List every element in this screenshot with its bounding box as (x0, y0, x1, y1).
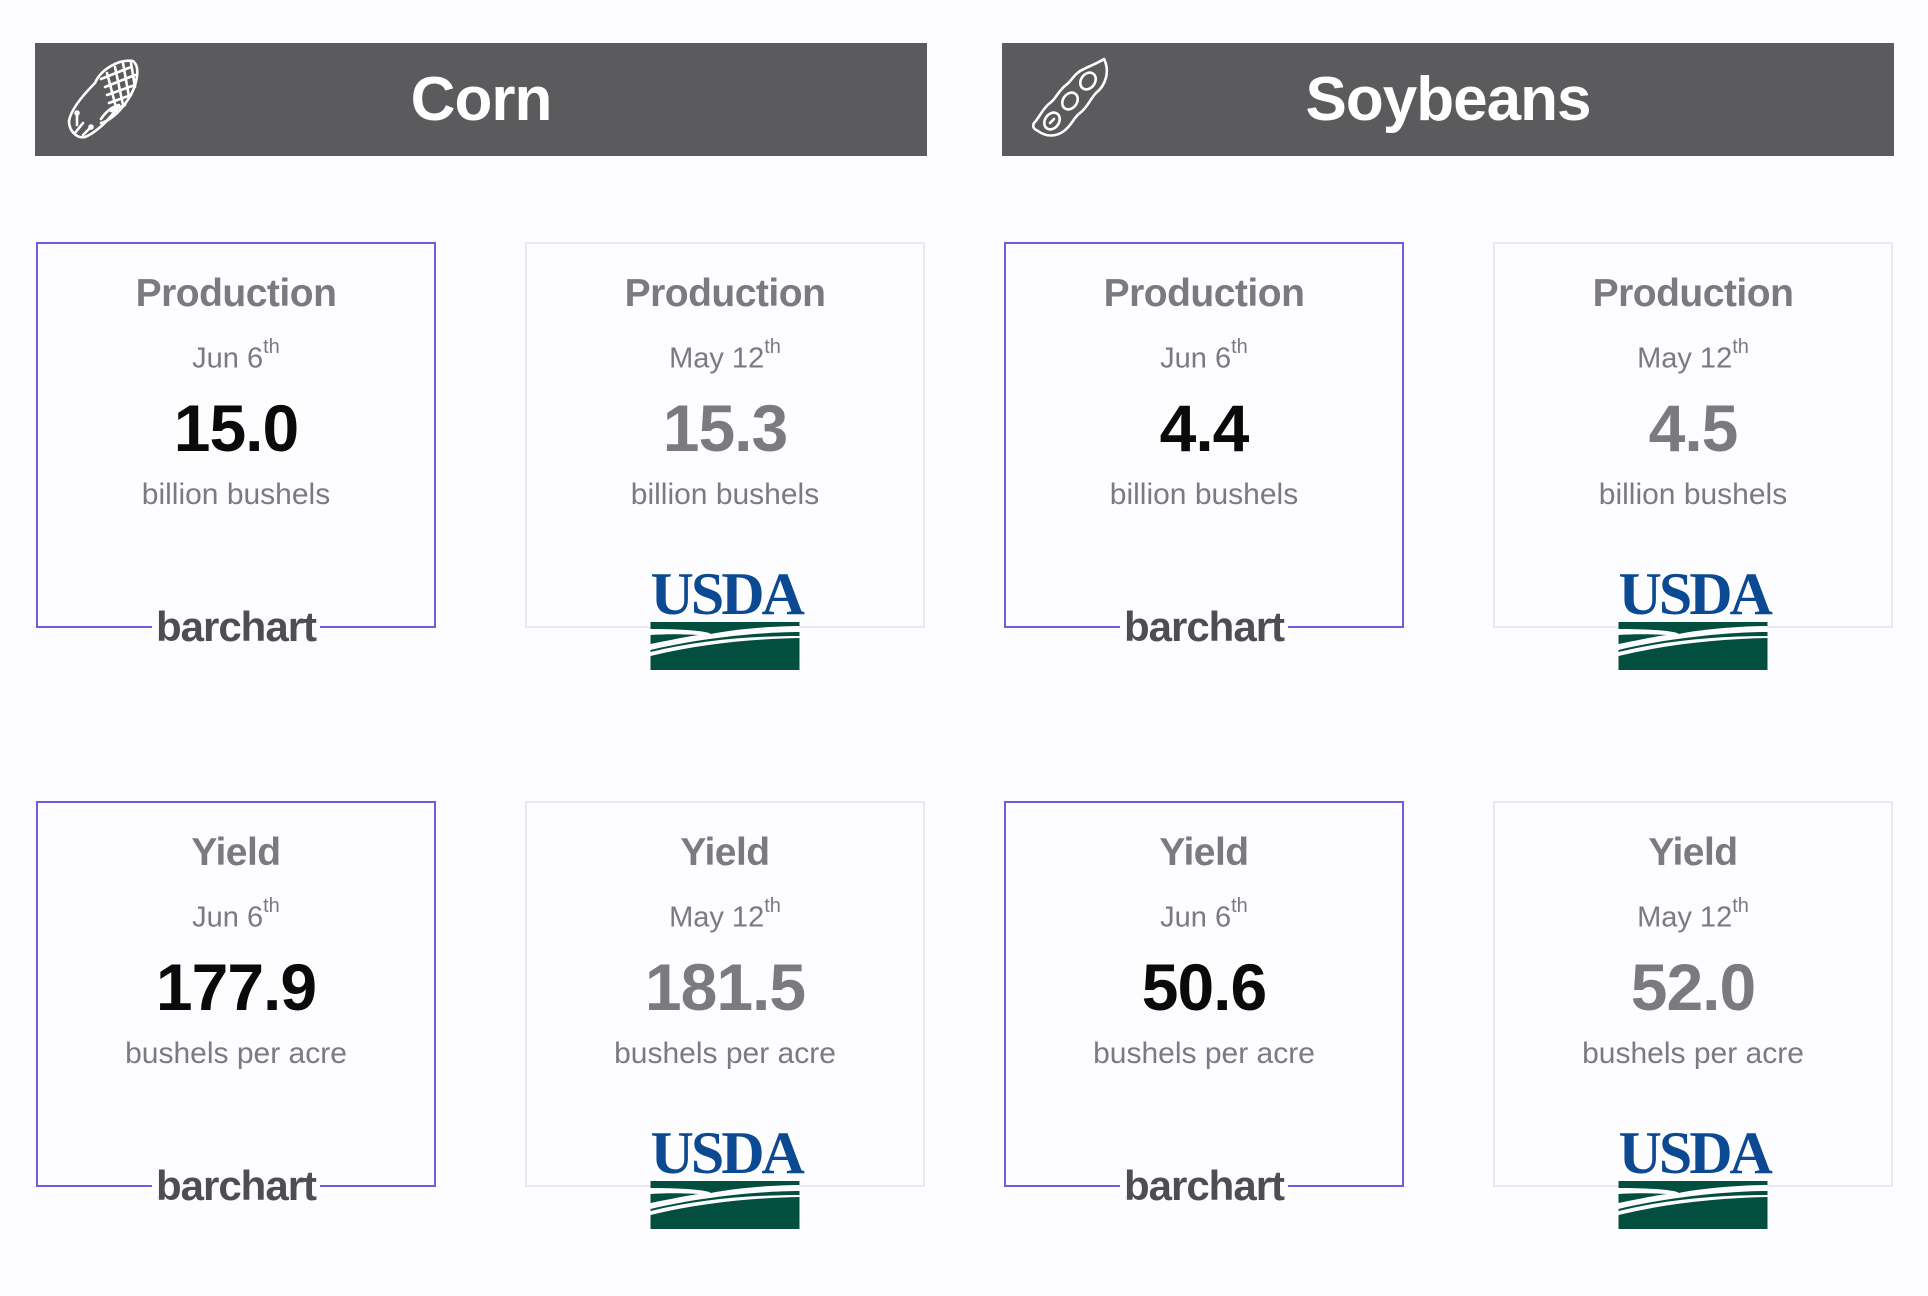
section-title-soybeans: Soybeans (1305, 65, 1592, 134)
usda-logo-text: USDA (650, 561, 805, 627)
soybeans-yield-usda-card: Yield May 12th 52.0 bushels per acre USD… (1493, 801, 1893, 1229)
usda-logo-text: USDA (650, 1120, 805, 1186)
soybean-icon (1028, 57, 1112, 141)
card-date: Jun 6th (1160, 895, 1248, 934)
card-date: May 12th (669, 895, 781, 934)
card-value: 52.0 (1630, 950, 1756, 1024)
card-unit: billion bushels (1598, 478, 1788, 511)
barchart-logo: barchart (1119, 606, 1289, 648)
usda-logo: USDA (1618, 1120, 1773, 1229)
card-label: Production (624, 272, 826, 315)
usda-fields-icon (650, 622, 800, 670)
usda-fields-icon (1618, 622, 1768, 670)
card-value: 50.6 (1141, 950, 1267, 1024)
card-label: Yield (1648, 831, 1738, 874)
card-unit: billion bushels (141, 478, 331, 511)
corn-yield-usda-card: Yield May 12th 181.5 bushels per acre US… (525, 801, 925, 1229)
barchart-logo: barchart (151, 606, 321, 648)
card-date: May 12th (1637, 895, 1749, 934)
card-label: Production (1103, 272, 1305, 315)
corn-production-usda-card: Production May 12th 15.3 billion bushels… (525, 242, 925, 670)
card-date: Jun 6th (1160, 336, 1248, 375)
soybeans-yield-barchart-card: Yield Jun 6th 50.6 bushels per acre barc… (1004, 801, 1404, 1207)
card-unit: bushels per acre (125, 1037, 347, 1070)
card-unit: bushels per acre (1093, 1037, 1315, 1070)
card-value: 4.5 (1648, 391, 1739, 465)
usda-fields-icon (650, 1181, 800, 1229)
card-unit: billion bushels (1109, 478, 1299, 511)
card-label: Production (135, 272, 337, 315)
usda-logo: USDA (650, 561, 805, 670)
card-unit: bushels per acre (1582, 1037, 1804, 1070)
card-value: 15.3 (662, 391, 788, 465)
usda-fields-icon (1618, 1181, 1768, 1229)
soybeans-header: Soybeans (1002, 43, 1894, 156)
card-value: 177.9 (155, 950, 317, 1024)
card-date: Jun 6th (192, 336, 280, 375)
usda-logo: USDA (650, 1120, 805, 1229)
card-unit: billion bushels (630, 478, 820, 511)
barchart-logo: barchart (151, 1165, 321, 1207)
card-date: May 12th (669, 336, 781, 375)
card-value: 4.4 (1159, 391, 1250, 465)
card-unit: bushels per acre (614, 1037, 836, 1070)
card-label: Yield (680, 831, 770, 874)
corn-production-barchart-card: Production Jun 6th 15.0 billion bushels … (36, 242, 436, 648)
corn-header: Corn (35, 43, 927, 156)
soybeans-production-usda-card: Production May 12th 4.5 billion bushels … (1493, 242, 1893, 670)
usda-logo-text: USDA (1618, 1120, 1773, 1186)
card-label: Yield (1159, 831, 1249, 874)
card-date: May 12th (1637, 336, 1749, 375)
card-label: Production (1592, 272, 1794, 315)
section-title-corn: Corn (410, 65, 553, 134)
card-value: 15.0 (173, 391, 299, 465)
usda-logo-text: USDA (1618, 561, 1773, 627)
usda-logo: USDA (1618, 561, 1773, 670)
card-label: Yield (191, 831, 281, 874)
corn-yield-barchart-card: Yield Jun 6th 177.9 bushels per acre bar… (36, 801, 436, 1207)
card-value: 181.5 (644, 950, 806, 1024)
soybeans-production-barchart-card: Production Jun 6th 4.4 billion bushels b… (1004, 242, 1404, 648)
card-date: Jun 6th (192, 895, 280, 934)
corn-icon (61, 57, 145, 141)
barchart-logo: barchart (1119, 1165, 1289, 1207)
